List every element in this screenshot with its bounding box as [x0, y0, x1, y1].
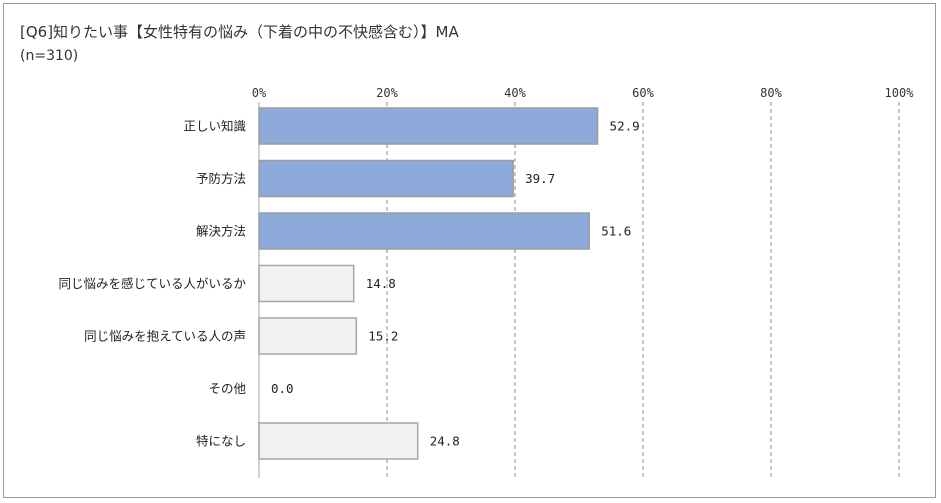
category-label-5: その他 — [208, 381, 246, 396]
x-tick-label-20: 20% — [376, 86, 398, 100]
value-label-2: 51.6 — [601, 224, 631, 239]
bar-6 — [258, 422, 419, 460]
x-tick-label-80: 80% — [760, 86, 782, 100]
value-label-6: 24.8 — [430, 434, 460, 449]
bar-1 — [258, 159, 514, 198]
category-label-1: 予防方法 — [196, 171, 246, 186]
bar-4 — [258, 317, 358, 355]
category-label-2: 解決方法 — [196, 224, 246, 239]
bar-2 — [258, 212, 590, 250]
category-label-0: 正しい知識 — [183, 119, 246, 134]
value-label-3: 14.8 — [366, 276, 396, 291]
chart-frame — [3, 3, 936, 498]
chart-title: [Q6]知りたい事【女性特有の悩み（下着の中の不快感含む）】MA — [20, 23, 459, 41]
x-tick-label-40: 40% — [504, 86, 526, 100]
x-tick-label-100: 100% — [885, 86, 915, 100]
value-label-5: 0.0 — [271, 381, 294, 396]
chart-subtitle: (n=310) — [20, 48, 79, 64]
x-tick-label-0: 0% — [252, 86, 267, 100]
value-label-0: 52.9 — [610, 119, 640, 134]
bar-0 — [258, 107, 599, 145]
category-label-4: 同じ悩みを抱えている人の声 — [84, 329, 246, 344]
value-label-1: 39.7 — [525, 171, 555, 186]
category-label-6: 特になし — [196, 434, 246, 449]
category-label-3: 同じ悩みを感じている人がいるか — [58, 276, 246, 291]
x-tick-label-60: 60% — [632, 86, 654, 100]
bar-3 — [258, 264, 355, 303]
value-label-4: 15.2 — [368, 329, 398, 344]
